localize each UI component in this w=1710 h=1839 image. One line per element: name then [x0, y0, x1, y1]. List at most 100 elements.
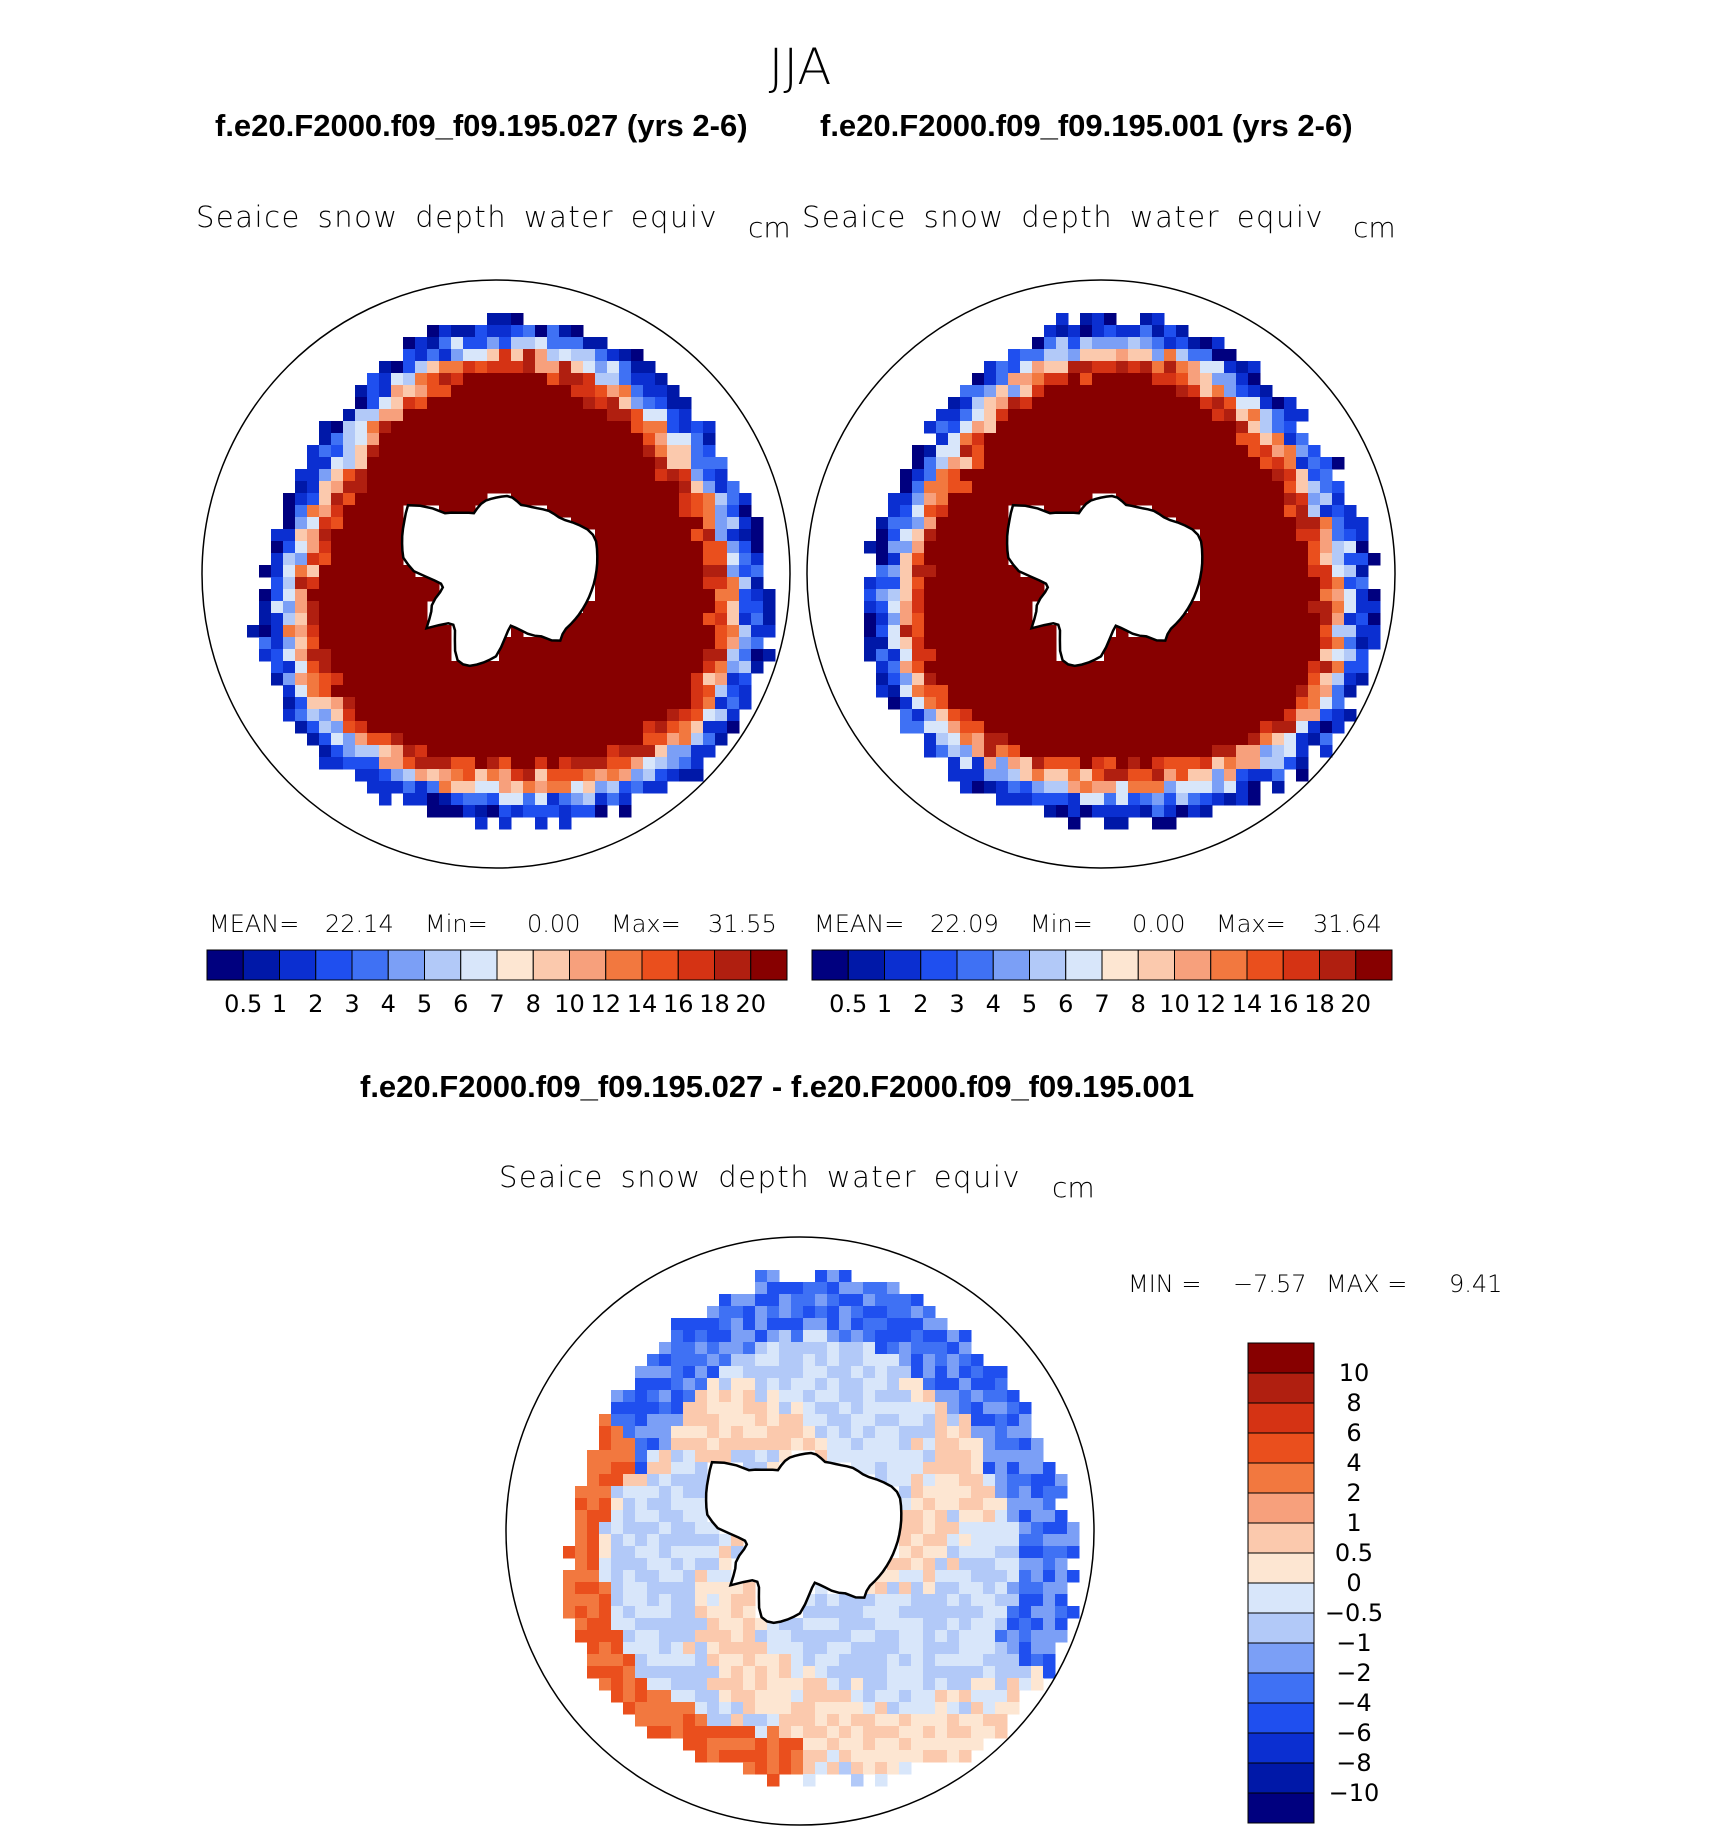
panel-2-cell — [1284, 493, 1297, 506]
panel-2-cell — [1164, 445, 1177, 458]
panel-1-cell — [595, 373, 608, 386]
panel-2-cell — [960, 541, 973, 554]
panel-2-cell — [900, 697, 913, 710]
panel-1-cell — [595, 433, 608, 446]
panel-2-cell — [1224, 529, 1237, 542]
panel-2-cell — [1200, 529, 1213, 542]
panel-1-cell — [391, 397, 404, 410]
diff-cell — [683, 1330, 696, 1343]
panel-1-cell — [367, 457, 380, 470]
diff-cell — [959, 1462, 972, 1475]
panel-1-cell — [475, 457, 488, 470]
panel-1-cell — [367, 733, 380, 746]
diff-cell — [719, 1606, 732, 1619]
diff-cell — [791, 1750, 804, 1763]
panel-1-cell — [571, 721, 584, 734]
panel-1-cell — [475, 769, 488, 782]
panel-2-cell — [1224, 565, 1237, 578]
panel-1-cell — [631, 757, 644, 770]
diff-cell — [1055, 1594, 1068, 1607]
panel-2-cell — [1224, 577, 1237, 590]
panel-1-cell — [379, 409, 392, 422]
panel-2-cell — [1068, 793, 1081, 806]
panel-1-cell — [547, 337, 560, 350]
diff-cell — [827, 1270, 840, 1283]
panel-2-cell — [1104, 817, 1117, 830]
panel-2-cell — [1104, 397, 1117, 410]
diff-cell — [935, 1606, 948, 1619]
panel-1-cell — [343, 541, 356, 554]
panel-2-cell — [1164, 469, 1177, 482]
panel-1-cell — [643, 541, 656, 554]
diff-cell — [719, 1306, 732, 1319]
panel-1-colorbar-swatch — [315, 949, 353, 981]
diff-cell — [719, 1318, 732, 1331]
panel-1-cell — [727, 517, 740, 530]
panel-1-cell — [679, 457, 692, 470]
panel-1-cell — [751, 529, 764, 542]
diff-cell — [779, 1354, 792, 1367]
diff-cell — [935, 1702, 948, 1715]
panel-1-cell — [463, 409, 476, 422]
diff-cell — [635, 1510, 648, 1523]
panel-1-cell — [379, 733, 392, 746]
panel-2-cell — [1296, 649, 1309, 662]
panel-2-cell — [936, 745, 949, 758]
diff-cell — [731, 1414, 744, 1427]
diff-cell — [767, 1282, 780, 1295]
diff-cell — [983, 1438, 996, 1451]
panel-2-cell — [1164, 685, 1177, 698]
diff-cell — [959, 1366, 972, 1379]
panel-1-cell — [367, 553, 380, 566]
panel-1-cell — [427, 769, 440, 782]
diff-colorbar-swatch — [1247, 1342, 1315, 1374]
panel-1-cell — [427, 697, 440, 710]
panel-2-cell — [1128, 685, 1141, 698]
diff-cell — [1007, 1642, 1020, 1655]
diff-cell — [959, 1630, 972, 1643]
panel-2-cell — [972, 733, 985, 746]
diff-cell — [971, 1654, 984, 1667]
diff-cell — [983, 1510, 996, 1523]
diff-cell — [647, 1642, 660, 1655]
panel-2-cell — [1224, 385, 1237, 398]
panel-1-cell — [571, 337, 584, 350]
panel-2-cell — [948, 541, 961, 554]
panel-2-cell — [1044, 445, 1057, 458]
diff-cell — [1019, 1570, 1032, 1583]
panel-1-cell — [607, 553, 620, 566]
panel-1-cell — [511, 361, 524, 374]
diff-cell — [791, 1426, 804, 1439]
diff-cell — [779, 1294, 792, 1307]
diff-cell — [911, 1354, 924, 1367]
diff-cell — [935, 1666, 948, 1679]
panel-1-cell — [727, 721, 740, 734]
panel-1-cell — [463, 457, 476, 470]
panel-2-cell — [1140, 481, 1153, 494]
panel-1-cell — [403, 745, 416, 758]
panel-1-cell — [403, 481, 416, 494]
panel-1-cell — [607, 493, 620, 506]
panel-2-cell — [1056, 805, 1069, 818]
diff-cell — [995, 1678, 1008, 1691]
panel-1-cell — [451, 673, 464, 686]
panel-1-cell — [751, 661, 764, 674]
diff-cell — [671, 1390, 684, 1403]
diff-cell — [683, 1462, 696, 1475]
panel-2-cell — [960, 385, 973, 398]
panel-1-map-border — [201, 279, 791, 869]
panel-1-cell — [595, 409, 608, 422]
diff-cell — [923, 1330, 936, 1343]
panel-1-cell — [691, 613, 704, 626]
panel-2-cell — [1068, 373, 1081, 386]
panel-1-cell — [487, 409, 500, 422]
diff-cell — [563, 1594, 576, 1607]
panel-2-cell — [1032, 421, 1045, 434]
panel-2-cell — [1032, 793, 1045, 806]
panel-1-cell — [559, 337, 572, 350]
diff-cell — [851, 1678, 864, 1691]
diff-cell — [803, 1366, 816, 1379]
panel-1-colorbar-swatch — [569, 949, 607, 981]
panel-1-cell — [691, 469, 704, 482]
panel-1-cell — [391, 457, 404, 470]
